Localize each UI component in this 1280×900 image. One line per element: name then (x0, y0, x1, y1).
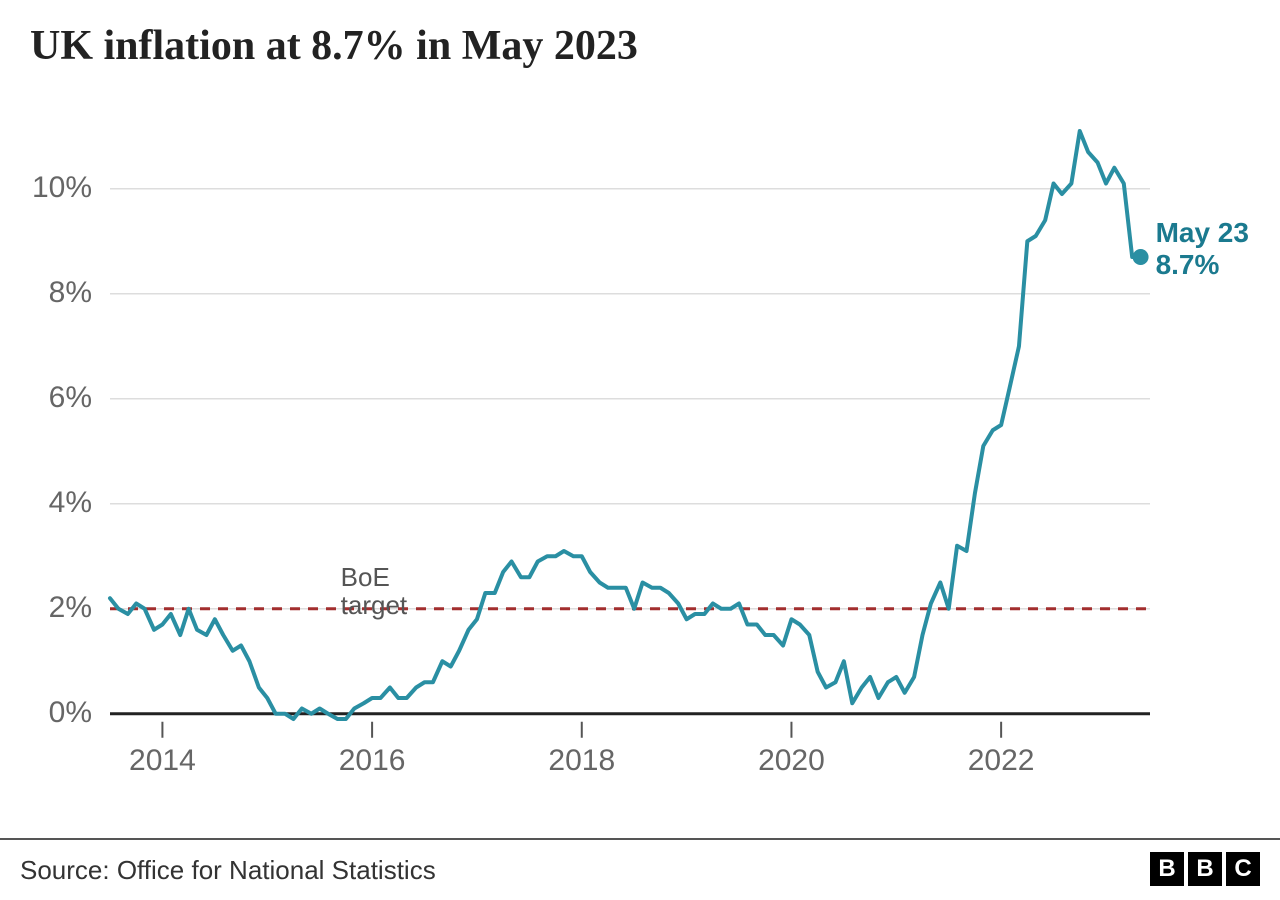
y-tick-label: 10% (0, 171, 92, 205)
logo-letter: B (1150, 852, 1184, 886)
chart-svg (0, 100, 1280, 820)
source-text: Source: Office for National Statistics (20, 855, 436, 886)
y-tick-label: 0% (0, 696, 92, 730)
end-point-label: May 238.7% (1156, 217, 1249, 281)
boe-target-label: BoEtarget (341, 563, 408, 620)
x-tick-label: 2014 (112, 744, 212, 778)
bbc-logo: B B C (1150, 852, 1260, 886)
logo-letter: B (1188, 852, 1222, 886)
chart-container: UK inflation at 8.7% in May 2023 0% 2% 4% 6… (0, 0, 1280, 900)
y-tick-label: 8% (0, 276, 92, 310)
x-tick-label: 2018 (532, 744, 632, 778)
y-tick-label: 2% (0, 591, 92, 625)
y-tick-label: 4% (0, 486, 92, 520)
chart-footer: Source: Office for National Statistics B… (0, 838, 1280, 900)
y-tick-label: 6% (0, 381, 92, 415)
x-tick-label: 2022 (951, 744, 1051, 778)
x-tick-label: 2016 (322, 744, 422, 778)
chart-title: UK inflation at 8.7% in May 2023 (30, 22, 638, 70)
x-tick-label: 2020 (741, 744, 841, 778)
chart-area: 0% 2% 4% 6% 8% 10% 2014 2016 2018 2020 2022 BoEta… (0, 100, 1280, 820)
logo-letter: C (1226, 852, 1260, 886)
